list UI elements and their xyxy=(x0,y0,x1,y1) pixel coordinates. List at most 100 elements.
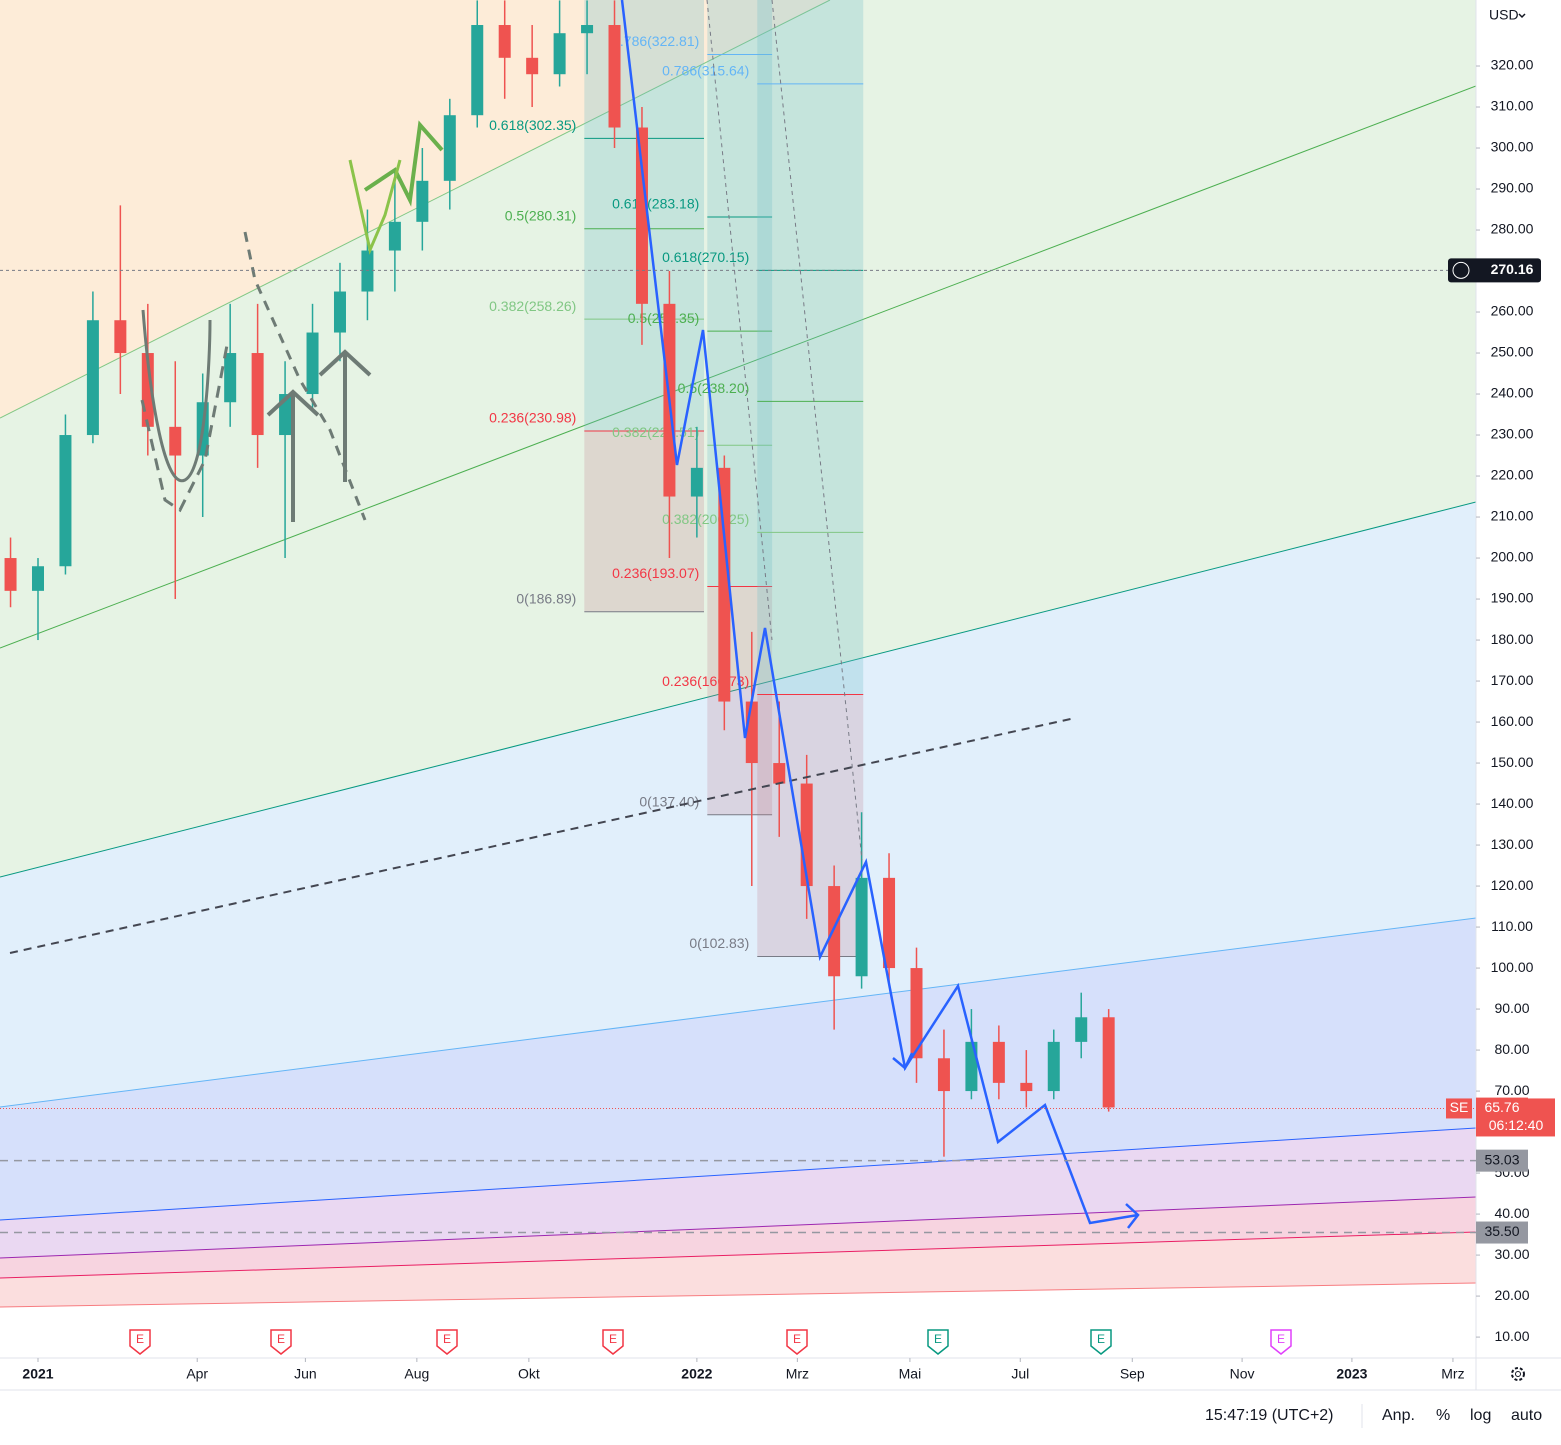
candle-body xyxy=(416,180,429,222)
y-tick-label: 40.00 xyxy=(1494,1205,1529,1221)
fib-label: 0.236(230.98) xyxy=(489,410,576,426)
x-tick-label: Mai xyxy=(899,1366,922,1382)
earnings: E E E E E E E E xyxy=(129,1329,1292,1355)
earnings-label: E xyxy=(277,1332,285,1346)
settings-icon[interactable] xyxy=(1511,1367,1525,1381)
level-badge xyxy=(1476,1221,1528,1244)
earnings-label: E xyxy=(1097,1332,1105,1346)
level-label: 53.03 xyxy=(1484,1151,1519,1167)
log-button[interactable]: log xyxy=(1470,1407,1491,1424)
candle-body xyxy=(443,115,456,181)
earnings-marker[interactable]: E xyxy=(927,1329,949,1355)
y-tick-label: 170.00 xyxy=(1491,672,1534,688)
fib-label: 0.382(258.26) xyxy=(489,298,576,314)
crosshair-plus xyxy=(1452,261,1470,279)
candle-body xyxy=(333,291,346,333)
fib-label: 0.786(322.81) xyxy=(612,33,699,49)
x-tick-label: 2021 xyxy=(22,1366,53,1382)
y-tick-label: 160.00 xyxy=(1491,713,1534,729)
fib-label: 0(186.89) xyxy=(516,591,576,607)
candle-body xyxy=(1020,1082,1033,1092)
y-tick-label: 90.00 xyxy=(1494,1000,1529,1016)
projection-arrow xyxy=(892,1052,914,1070)
earnings-label: E xyxy=(934,1332,942,1346)
channel-line xyxy=(0,1196,1476,1259)
pattern-sketch xyxy=(348,159,402,255)
y-tick-label: 240.00 xyxy=(1491,385,1534,401)
x-tick-label: 2022 xyxy=(681,1366,712,1382)
auto-button[interactable]: auto xyxy=(1511,1407,1542,1424)
currency-label[interactable]: USD xyxy=(1489,7,1519,23)
channel-line xyxy=(0,917,1476,1108)
candle-body xyxy=(526,57,539,75)
candle-body xyxy=(553,33,566,75)
candle-body xyxy=(910,968,923,1059)
fib-label: 0.618(283.18) xyxy=(612,196,699,212)
earnings-marker[interactable]: E xyxy=(602,1329,624,1355)
clock[interactable]: 15:47:19 (UTC+2) xyxy=(1205,1407,1334,1424)
x-tick-label: Jun xyxy=(294,1366,317,1382)
x-tick-label: Jul xyxy=(1011,1366,1029,1382)
earnings-marker[interactable]: E xyxy=(786,1329,808,1355)
candle-body xyxy=(690,467,703,497)
earnings-marker[interactable]: E xyxy=(129,1329,151,1355)
candle-body xyxy=(635,127,648,304)
projection-path xyxy=(620,0,1139,1225)
y-tick-label: 200.00 xyxy=(1491,549,1534,565)
x-tick-label: Nov xyxy=(1230,1366,1255,1382)
y-tick-label: 80.00 xyxy=(1494,1041,1529,1057)
earnings-marker[interactable]: E xyxy=(270,1329,292,1355)
level-label: 35.50 xyxy=(1484,1223,1519,1239)
x-tick-label: Mrz xyxy=(786,1366,809,1382)
status-bar: 15:47:19 (UTC+2) Anp. % log auto xyxy=(1205,1404,1542,1428)
y-tick-label: 10.00 xyxy=(1494,1328,1529,1344)
candle-body xyxy=(1075,1017,1088,1042)
candle-body xyxy=(828,886,841,977)
last-price: 65.76 xyxy=(1484,1099,1519,1115)
candle-body xyxy=(224,353,237,403)
candle-body xyxy=(59,435,72,567)
x-tick-label: Sep xyxy=(1120,1366,1145,1382)
y-tick-label: 130.00 xyxy=(1491,836,1534,852)
candle-body xyxy=(855,877,868,977)
earnings-marker[interactable]: E xyxy=(436,1329,458,1355)
y-tick-label: 20.00 xyxy=(1494,1287,1529,1303)
earnings-label: E xyxy=(136,1332,144,1346)
symbol-label: SE xyxy=(1450,1099,1469,1115)
trend-line xyxy=(771,0,863,861)
candle-body xyxy=(883,877,896,969)
arrow xyxy=(266,389,320,522)
channel-line xyxy=(0,1282,1476,1308)
fib-label: 0.382(206.25) xyxy=(662,511,749,527)
candle-body xyxy=(1102,1017,1115,1108)
fib-zone xyxy=(757,0,864,695)
currency-chevron[interactable] xyxy=(1518,13,1526,19)
x-tick-label: 2023 xyxy=(1336,1366,1367,1382)
candle-body xyxy=(306,332,319,395)
pattern-sketch xyxy=(141,309,212,483)
channel-line xyxy=(0,1127,1476,1221)
candle-body xyxy=(608,25,621,128)
projection-arrow xyxy=(1125,1203,1140,1229)
candle-body xyxy=(937,1058,950,1092)
candle-body xyxy=(471,25,484,116)
level-badge xyxy=(1476,1149,1528,1172)
drawings: 0.618(302.35) 0.5(280.31) 0.382(258.26) 0.2… xyxy=(0,0,1476,1358)
y-tick-label: 290.00 xyxy=(1491,180,1534,196)
channel-line xyxy=(0,85,1476,649)
y-tick-label: 320.00 xyxy=(1491,57,1534,73)
candle-body xyxy=(31,566,44,591)
earnings-marker[interactable]: E xyxy=(1270,1329,1292,1355)
adjust-button[interactable]: Anp. xyxy=(1382,1407,1415,1424)
earnings-label: E xyxy=(609,1332,617,1346)
candle-body xyxy=(251,353,264,436)
candle-body xyxy=(4,558,17,591)
earnings-marker[interactable]: E xyxy=(1090,1329,1112,1355)
y-tick-label: 250.00 xyxy=(1491,344,1534,360)
earnings-label: E xyxy=(443,1332,451,1346)
fib-zone xyxy=(707,586,773,815)
trend-line xyxy=(706,0,773,641)
percent-button[interactable]: % xyxy=(1436,1407,1450,1424)
crosshair-price: 270.16 xyxy=(1491,261,1534,277)
candle-body xyxy=(498,25,511,58)
